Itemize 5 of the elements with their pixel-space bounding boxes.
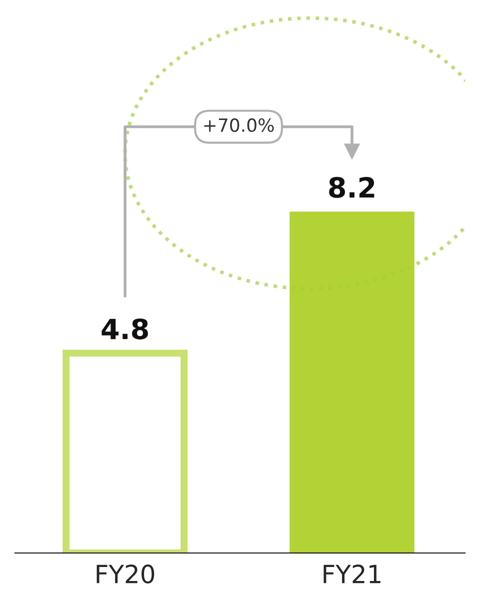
- x-tick-label: FY20: [96, 564, 154, 584]
- text: +70.0%: [204, 118, 274, 132]
- x-tick-label: FY21: [324, 564, 380, 584]
- data-label: 4.8: [102, 318, 148, 340]
- data-label: 8.2: [329, 176, 374, 198]
